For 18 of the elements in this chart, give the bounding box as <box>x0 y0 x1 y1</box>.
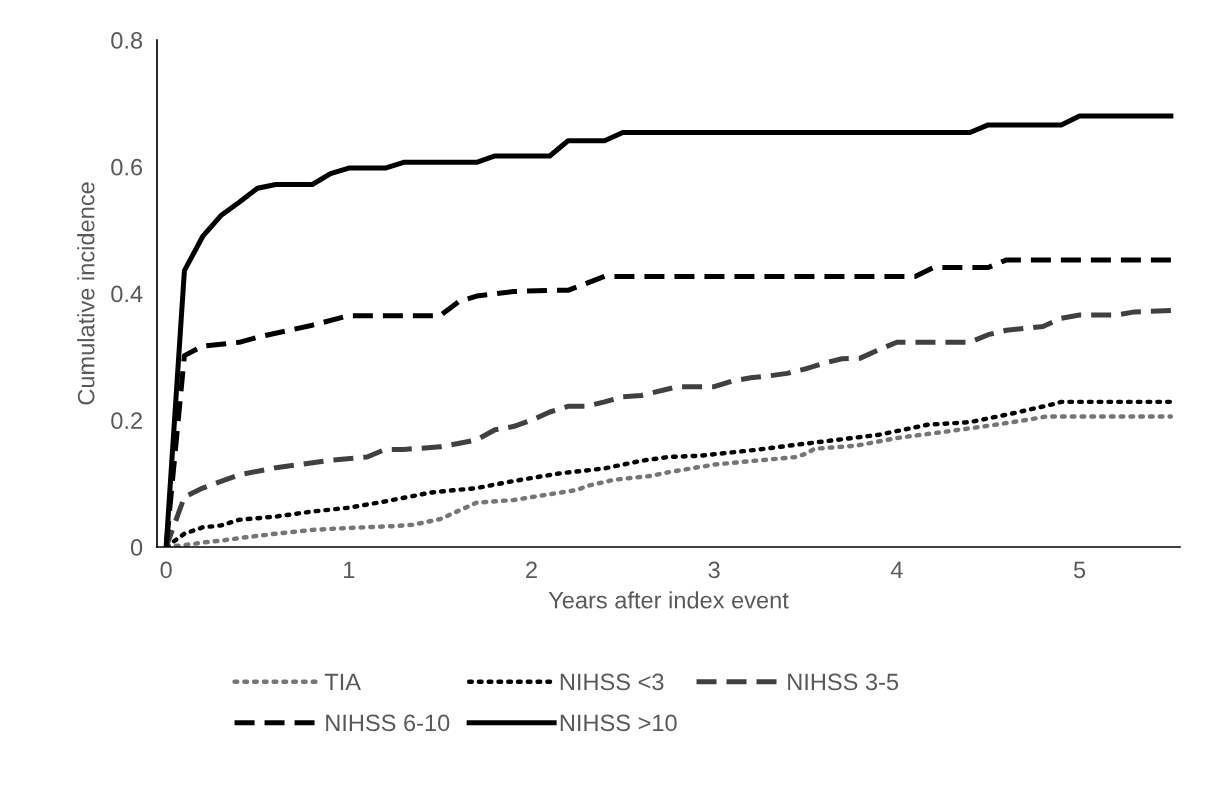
x-tick-label: 0 <box>160 561 172 579</box>
legend-label: NIHSS <3 <box>560 673 664 691</box>
x-tick-label: 5 <box>1073 561 1086 579</box>
legend-label: NIHSS 6-10 <box>326 714 450 732</box>
x-tick-label: 4 <box>890 561 903 578</box>
legend-label: TIA <box>324 673 361 691</box>
y-tick-label: 0.4 <box>111 285 143 303</box>
y-tick-label: 0.2 <box>111 412 142 430</box>
x-tick-label: 3 <box>708 561 720 579</box>
legend-label: NIHSS >10 <box>560 714 677 732</box>
y-tick-label: 0.6 <box>111 158 143 176</box>
y-tick-label: 0.8 <box>111 32 143 49</box>
x-axis-title: Years after index event <box>548 591 789 609</box>
y-axis-title: Cumulative incidence <box>77 182 95 405</box>
legend-label: NIHSS 3-5 <box>788 673 899 691</box>
x-tick-label: 1 <box>344 561 355 578</box>
y-tick-label: 0 <box>130 539 143 556</box>
x-tick-label: 2 <box>526 561 537 578</box>
